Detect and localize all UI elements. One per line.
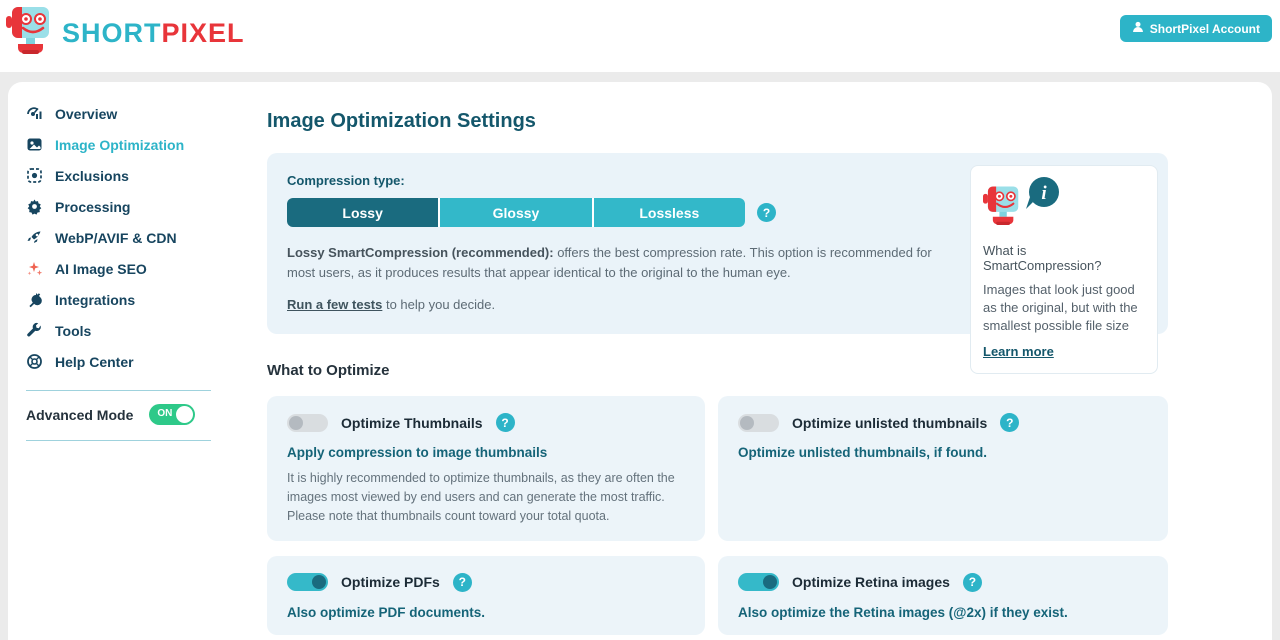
- sidebar-item-image-optimization[interactable]: Image Optimization: [18, 129, 248, 160]
- optimize-retina-toggle[interactable]: [738, 573, 779, 592]
- toggle-knob: [289, 415, 303, 430]
- optimize-pdfs-toggle[interactable]: [287, 573, 328, 592]
- dashboard-icon: [26, 105, 43, 122]
- compression-description: Lossy SmartCompression (recommended): of…: [287, 243, 958, 283]
- compression-option-lossless[interactable]: Lossless: [593, 198, 745, 227]
- info-box-title: What is SmartCompression?: [983, 243, 1102, 273]
- person-icon: [1132, 21, 1144, 36]
- info-box-body: Images that look just good as the origin…: [983, 282, 1138, 333]
- wrench-icon: [26, 322, 43, 339]
- sidebar-item-label: AI Image SEO: [55, 260, 147, 277]
- sidebar-divider-bottom: [26, 440, 211, 441]
- advanced-mode-state-label: ON: [157, 408, 173, 419]
- optimize-retina-subtitle: Also optimize the Retina images (@2x) if…: [738, 604, 1068, 620]
- compression-type-card: Compression type: Lossy Glossy Lossless …: [267, 153, 1168, 374]
- body-line: Please note that thumbnails count toward…: [287, 508, 610, 523]
- compression-segmented-control: Lossy Glossy Lossless: [287, 198, 745, 227]
- sidebar-item-processing[interactable]: Processing: [18, 191, 248, 222]
- sidebar-item-help-center[interactable]: Help Center: [18, 346, 248, 377]
- sidebar-item-label: Help Center: [55, 353, 134, 370]
- toggle-knob: [740, 415, 754, 430]
- robot-info-icon: i: [981, 177, 1073, 236]
- optimize-unlisted-thumbnails-card: Optimize unlisted thumbnails ? Optimize …: [718, 396, 1168, 541]
- smartcompression-info-box: i What is SmartCompression? Images that …: [970, 165, 1158, 374]
- toggle-knob: [176, 406, 194, 423]
- settings-content: Image Optimization Settings Compression …: [267, 110, 1168, 635]
- compression-option-lossy[interactable]: Lossy: [287, 198, 439, 227]
- optimize-pdfs-subtitle: Also optimize PDF documents.: [287, 604, 486, 620]
- sidebar-item-tools[interactable]: Tools: [18, 315, 248, 346]
- sidebar-item-label: Exclusions: [55, 167, 129, 184]
- optimize-pdfs-help-icon[interactable]: ?: [452, 572, 472, 592]
- robot-logo-icon: [4, 4, 56, 63]
- settings-sidebar: Overview Image Optimization Exclusions P…: [18, 98, 248, 441]
- sparkles-icon: [26, 260, 43, 277]
- optimize-thumbnails-toggle[interactable]: [287, 413, 328, 432]
- sidebar-item-label: WebP/AVIF & CDN: [55, 229, 177, 246]
- compression-description-bold: Lossy SmartCompression (recommended):: [287, 245, 554, 260]
- sidebar-item-label: Tools: [55, 322, 92, 339]
- optimize-cards-grid: Optimize Thumbnails ? Apply compression …: [267, 396, 1168, 635]
- gear-icon: [26, 198, 43, 215]
- shortpixel-logo[interactable]: SHORTPIXEL: [4, 4, 245, 63]
- logo-wordmark: SHORTPIXEL: [62, 18, 245, 49]
- sidebar-item-overview[interactable]: Overview: [18, 98, 248, 129]
- sidebar-item-label: Processing: [55, 198, 131, 215]
- optimize-thumbnails-body: It is highly recommended to optimize thu…: [287, 469, 685, 525]
- optimize-retina-card: Optimize Retina images ? Also optimize t…: [718, 555, 1168, 635]
- optimize-thumbnails-help-icon[interactable]: ?: [495, 413, 515, 433]
- sidebar-item-integrations[interactable]: Integrations: [18, 284, 248, 315]
- sidebar-item-label: Integrations: [55, 291, 136, 308]
- svg-text:i: i: [1041, 183, 1047, 204]
- compression-description-rest: offers the best compression rate. This o…: [287, 245, 932, 281]
- compression-help-icon[interactable]: ?: [757, 203, 776, 222]
- account-button-label: ShortPixel Account: [1149, 21, 1260, 36]
- toggle-knob: [312, 575, 326, 590]
- optimize-thumbnails-card: Optimize Thumbnails ? Apply compression …: [267, 396, 705, 541]
- plug-icon: [26, 291, 43, 308]
- optimize-retina-help-icon[interactable]: ?: [962, 572, 982, 592]
- sidebar-item-label: Overview: [55, 105, 118, 122]
- run-tests-row: Run a few tests to help you decide.: [287, 297, 958, 312]
- run-tests-suffix: to help you decide.: [382, 297, 496, 313]
- optimize-unlisted-thumbnails-label: Optimize unlisted thumbnails: [792, 414, 988, 431]
- optimize-retina-label: Optimize Retina images: [792, 574, 950, 591]
- sidebar-item-label: Image Optimization: [55, 136, 185, 153]
- sidebar-divider-top: [26, 390, 211, 391]
- optimize-unlisted-thumbnails-toggle[interactable]: [738, 413, 779, 432]
- optimize-pdfs-label: Optimize PDFs: [341, 574, 440, 591]
- advanced-mode-row: Advanced Mode ON: [18, 404, 248, 425]
- logo-short-text: SHORT: [62, 18, 162, 48]
- optimize-unlisted-thumbnails-subtitle: Optimize unlisted thumbnails, if found.: [738, 445, 987, 461]
- advanced-mode-label: Advanced Mode: [26, 406, 134, 423]
- rocket-icon: [26, 229, 43, 246]
- image-icon: [26, 136, 43, 153]
- main-panel: Overview Image Optimization Exclusions P…: [8, 82, 1272, 640]
- sidebar-item-exclusions[interactable]: Exclusions: [18, 160, 248, 191]
- compression-option-glossy[interactable]: Glossy: [440, 198, 592, 227]
- exclusions-icon: [26, 167, 43, 184]
- help-icon: [26, 353, 43, 370]
- compression-type-label: Compression type:: [287, 173, 405, 188]
- top-header: SHORTPIXEL ShortPixel Account: [0, 0, 1280, 72]
- page-title: Image Optimization Settings: [267, 110, 536, 132]
- run-tests-link[interactable]: Run a few tests: [287, 297, 383, 313]
- optimize-thumbnails-subtitle: Apply compression to image thumbnails: [287, 445, 548, 461]
- sidebar-item-webp-avif-cdn[interactable]: WebP/AVIF & CDN: [18, 222, 248, 253]
- optimize-pdfs-card: Optimize PDFs ? Also optimize PDF docume…: [267, 555, 705, 635]
- optimize-thumbnails-label: Optimize Thumbnails: [341, 414, 483, 431]
- toggle-knob: [763, 575, 777, 590]
- what-to-optimize-title: What to Optimize: [267, 362, 390, 380]
- body-line: It is highly recommended to optimize thu…: [287, 471, 675, 505]
- learn-more-link[interactable]: Learn more: [983, 343, 1054, 359]
- logo-pixel-text: PIXEL: [161, 18, 245, 48]
- shortpixel-account-button[interactable]: ShortPixel Account: [1119, 15, 1272, 42]
- optimize-unlisted-thumbnails-help-icon[interactable]: ?: [1000, 413, 1020, 433]
- advanced-mode-toggle[interactable]: ON: [149, 404, 196, 425]
- sidebar-item-ai-image-seo[interactable]: AI Image SEO: [18, 253, 248, 284]
